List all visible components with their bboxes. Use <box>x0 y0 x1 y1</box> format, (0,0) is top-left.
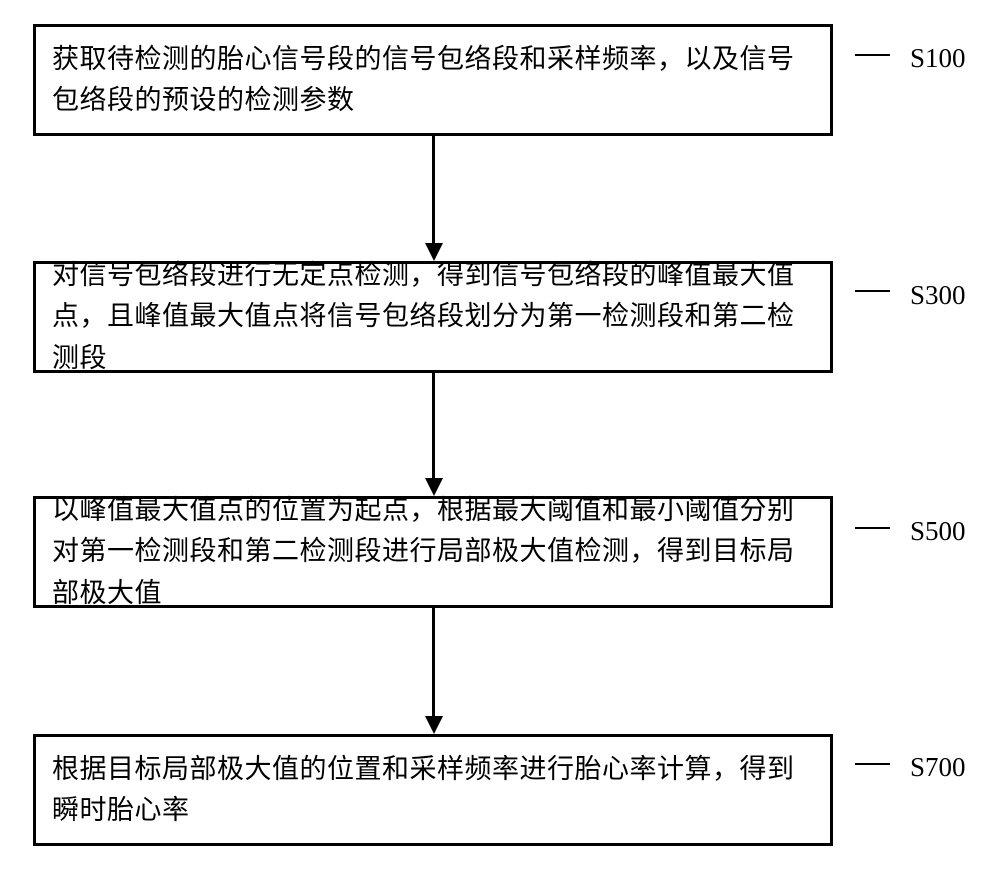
flow-node-text: 对信号包络段进行无定点检测，得到信号包络段的峰值最大值点，且峰值最大值点将信号包… <box>52 255 818 378</box>
connector <box>432 608 435 716</box>
connector <box>432 373 435 478</box>
flow-node-s300: 对信号包络段进行无定点检测，得到信号包络段的峰值最大值点，且峰值最大值点将信号包… <box>33 261 833 373</box>
flowchart-canvas: { "flowchart": { "type": "flowchart", "b… <box>0 0 1000 883</box>
flow-node-text: 根据目标局部极大值的位置和采样频率进行胎心率计算，得到瞬时胎心率 <box>52 749 818 831</box>
step-label-s100: S100 <box>910 45 966 72</box>
leader-line <box>855 763 890 765</box>
step-label-s500: S500 <box>910 518 966 545</box>
leader-line <box>855 290 890 292</box>
flow-node-s100: 获取待检测的胎心信号段的信号包络段和采样频率，以及信号包络段的预设的检测参数 <box>33 24 833 136</box>
connector <box>432 136 435 243</box>
flow-node-s500: 以峰值最大值点的位置为起点，根据最大阈值和最小阈值分别对第一检测段和第二检测段进… <box>33 496 833 608</box>
arrow-head <box>425 716 443 734</box>
step-label-s300: S300 <box>910 282 966 309</box>
flow-node-text: 以峰值最大值点的位置为起点，根据最大阈值和最小阈值分别对第一检测段和第二检测段进… <box>52 490 818 613</box>
flow-node-text: 获取待检测的胎心信号段的信号包络段和采样频率，以及信号包络段的预设的检测参数 <box>52 39 818 121</box>
step-label-s700: S700 <box>910 754 966 781</box>
flow-node-s700: 根据目标局部极大值的位置和采样频率进行胎心率计算，得到瞬时胎心率 <box>33 734 833 846</box>
leader-line <box>855 54 890 56</box>
leader-line <box>855 527 890 529</box>
